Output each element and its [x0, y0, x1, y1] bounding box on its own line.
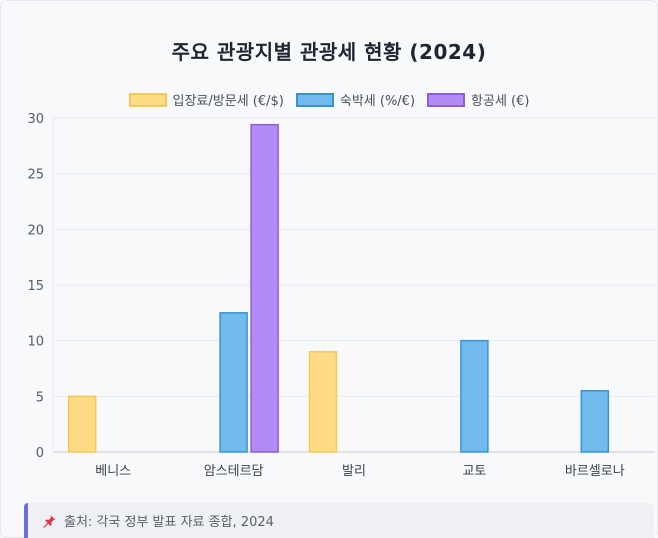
legend-swatch-lodging-tax: [295, 92, 334, 107]
x-tick-label: 교토: [462, 464, 486, 479]
chart-title: 주요 관광지별 관광세 현황 (2024): [171, 40, 487, 64]
y-tick-label: 30: [27, 112, 44, 127]
legend-label-flight-tax: 항공세 (€): [471, 94, 530, 109]
pushpin-icon: [43, 514, 55, 528]
y-tick-label: 5: [36, 390, 44, 405]
bar-4-1[interactable]: [580, 390, 610, 453]
x-tick-label: 베니스: [95, 464, 131, 479]
x-tick-label: 바르셀로나: [565, 464, 625, 479]
legend-swatch-entry-fee: [128, 92, 167, 107]
chart-legend: 입장료/방문세 (€/$) 숙박세 (%/€) 항공세 (€): [0, 90, 658, 109]
legend-item-entry-fee[interactable]: 입장료/방문세 (€/$): [128, 90, 284, 109]
bar-3-1[interactable]: [460, 339, 489, 453]
legend-label-entry-fee: 입장료/방문세 (€/$): [172, 94, 284, 109]
source-text: 출처: 각국 정부 발표 자료 종합, 2024: [64, 515, 274, 530]
legend-item-lodging-tax[interactable]: 숙박세 (%/€): [295, 90, 416, 109]
y-tick-label: 25: [27, 168, 44, 183]
y-tick-label: 15: [27, 279, 44, 294]
x-tick-label: 발리: [342, 464, 366, 479]
bar-2-0[interactable]: [308, 351, 338, 453]
source-note: 출처: 각국 정부 발표 자료 종합, 2024: [24, 503, 654, 538]
bar-0-0[interactable]: [67, 395, 97, 453]
bar-1-1[interactable]: [219, 312, 248, 453]
bar-1-2[interactable]: [250, 123, 279, 453]
y-tick-label: 20: [27, 223, 44, 238]
y-tick-label: 0: [36, 446, 44, 461]
gridlines: [53, 117, 655, 453]
legend-item-flight-tax[interactable]: 항공세 (€): [427, 90, 529, 109]
bars: [67, 123, 610, 453]
x-tick-label: 암스테르담: [204, 464, 264, 479]
y-tick-label: 10: [27, 335, 44, 350]
legend-swatch-flight-tax: [427, 92, 466, 107]
legend-label-lodging-tax: 숙박세 (%/€): [339, 94, 416, 109]
axes: 0 5 10 15 20 25 30 베니스 암스테르담 발리 교토 바르셀로나: [27, 112, 624, 479]
